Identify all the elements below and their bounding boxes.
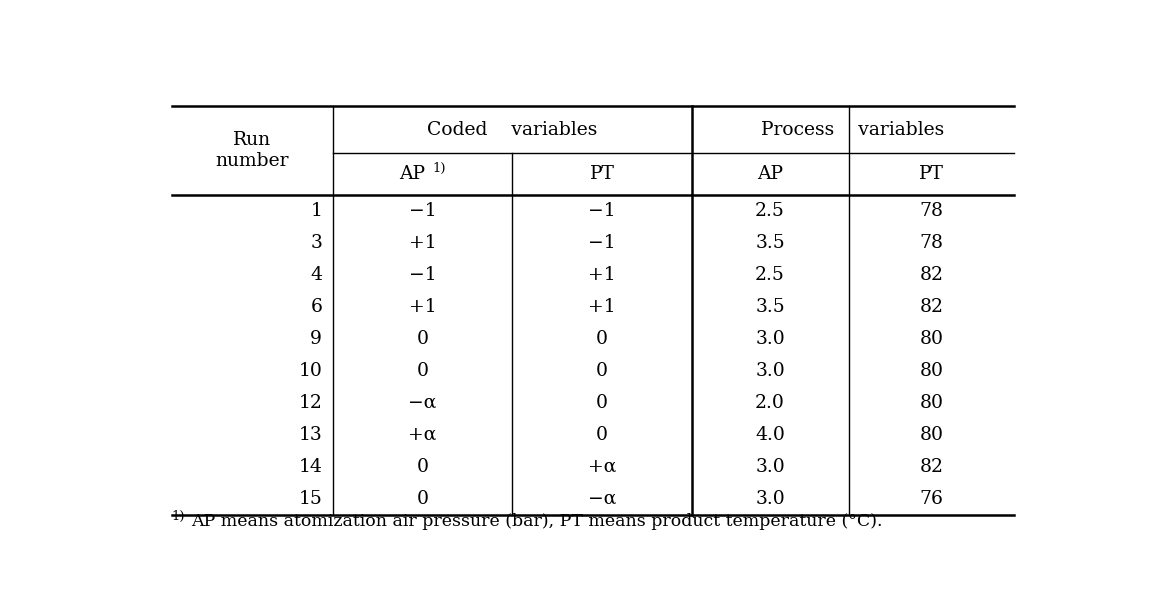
Text: 1): 1) — [171, 509, 185, 523]
Text: 6: 6 — [310, 298, 322, 316]
Text: 0: 0 — [417, 330, 428, 348]
Text: 4.0: 4.0 — [756, 426, 784, 444]
Text: 14: 14 — [299, 458, 322, 476]
Text: number: number — [215, 152, 289, 170]
Text: 80: 80 — [920, 330, 943, 348]
Text: PT: PT — [590, 165, 614, 183]
Text: 0: 0 — [417, 362, 428, 380]
Text: 3.5: 3.5 — [756, 298, 784, 316]
Text: −1: −1 — [588, 234, 616, 252]
Text: 3.0: 3.0 — [756, 458, 784, 476]
Text: Run: Run — [234, 131, 271, 149]
Text: 3.0: 3.0 — [756, 362, 784, 380]
Text: 0: 0 — [596, 394, 607, 412]
Text: +α: +α — [588, 458, 617, 476]
Text: 4: 4 — [310, 266, 322, 284]
Text: AP means atomization air pressure (bar), PT means product temperature (°C).: AP means atomization air pressure (bar),… — [191, 513, 883, 530]
Text: −α: −α — [408, 394, 437, 412]
Text: 1: 1 — [310, 203, 322, 220]
Text: 0: 0 — [596, 426, 607, 444]
Text: 0: 0 — [596, 330, 607, 348]
Text: 78: 78 — [920, 203, 943, 220]
Text: 12: 12 — [299, 394, 322, 412]
Text: 2.5: 2.5 — [756, 203, 784, 220]
Text: 13: 13 — [299, 426, 322, 444]
Text: PT: PT — [919, 165, 944, 183]
Text: Coded    variables: Coded variables — [427, 121, 597, 138]
Text: 2.0: 2.0 — [756, 394, 784, 412]
Text: 3.0: 3.0 — [756, 330, 784, 348]
Text: 3.0: 3.0 — [756, 490, 784, 508]
Text: +1: +1 — [588, 298, 616, 316]
Text: 0: 0 — [417, 458, 428, 476]
Text: −1: −1 — [408, 203, 436, 220]
Text: AP: AP — [399, 165, 425, 183]
Text: 82: 82 — [920, 458, 943, 476]
Text: 80: 80 — [920, 426, 943, 444]
Text: +1: +1 — [588, 266, 616, 284]
Text: 9: 9 — [310, 330, 322, 348]
Text: 1): 1) — [432, 162, 445, 174]
Text: 82: 82 — [920, 266, 943, 284]
Text: +1: +1 — [408, 234, 436, 252]
Text: 82: 82 — [920, 298, 943, 316]
Text: Process    variables: Process variables — [761, 121, 944, 138]
Text: +1: +1 — [408, 298, 436, 316]
Text: −1: −1 — [588, 203, 616, 220]
Text: 3: 3 — [310, 234, 322, 252]
Text: −α: −α — [588, 490, 617, 508]
Text: 78: 78 — [920, 234, 943, 252]
Text: 0: 0 — [417, 490, 428, 508]
Text: AP: AP — [757, 165, 783, 183]
Text: 10: 10 — [299, 362, 322, 380]
Text: 0: 0 — [596, 362, 607, 380]
Text: 15: 15 — [299, 490, 322, 508]
Text: 2.5: 2.5 — [756, 266, 784, 284]
Text: +α: +α — [408, 426, 437, 444]
Text: 3.5: 3.5 — [756, 234, 784, 252]
Text: 80: 80 — [920, 362, 943, 380]
Text: 80: 80 — [920, 394, 943, 412]
Text: −1: −1 — [408, 266, 436, 284]
Text: 76: 76 — [920, 490, 943, 508]
